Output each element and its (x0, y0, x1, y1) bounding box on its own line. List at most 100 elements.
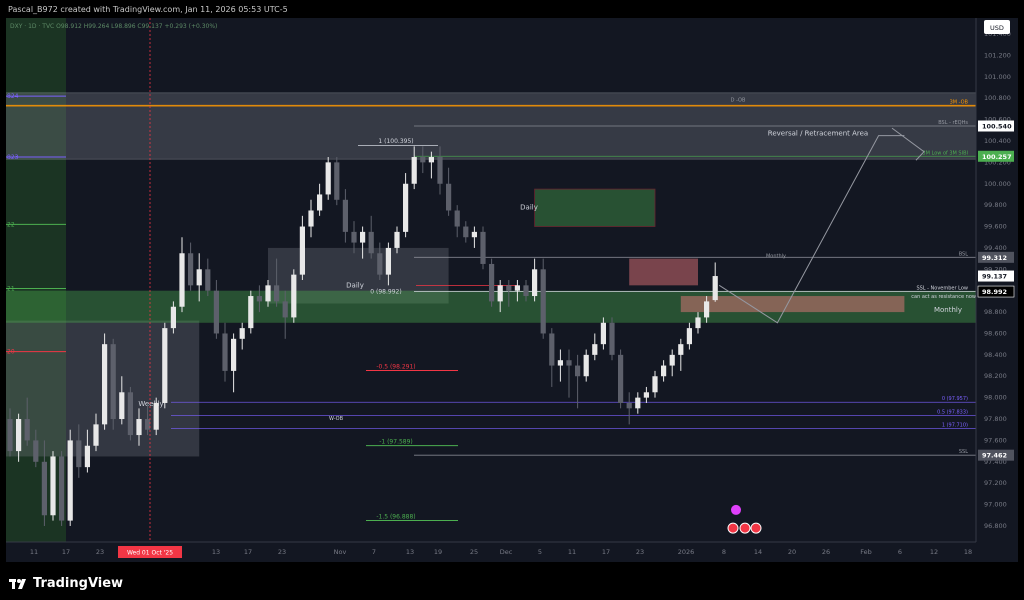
chart-frame[interactable]: 3M -OB BSL - rEQHs 3M Low of 3M SIBI BSL SSL… (0, 18, 1024, 562)
candle-body-56 (489, 263, 495, 302)
currency-button-bg[interactable] (984, 20, 1010, 34)
zone-4 (534, 188, 656, 227)
price-badge-1 (978, 150, 1014, 162)
candle-body-30 (265, 285, 271, 302)
x-tick-label-8: Nov (334, 548, 347, 556)
candle-body-4 (41, 461, 47, 516)
candle-body-74 (643, 392, 649, 398)
candle-body-54 (471, 231, 477, 238)
candle-body-33 (291, 274, 297, 318)
candle-body-14 (127, 392, 133, 436)
x-tick-label-9: 7 (372, 548, 376, 556)
candle-body-81 (704, 301, 710, 318)
y-tick-label-15: 98.400 (984, 351, 1007, 359)
y-tick-label-14: 98.600 (984, 329, 1007, 337)
candle-body-55 (480, 231, 486, 264)
price-badge-3 (978, 270, 1014, 282)
price-badge-label-5: 97.462 (982, 452, 1007, 460)
left-edge-label-0: 824 (7, 93, 19, 100)
y-tick-label-18: 97.800 (984, 415, 1007, 423)
y-tick-label-8: 99.800 (984, 201, 1007, 209)
projection-path (718, 135, 905, 324)
x-tick-label-26: 18 (964, 548, 972, 556)
candle-body-24 (213, 290, 219, 334)
candle-body-71 (618, 354, 624, 403)
x-tick-label-24: 6 (898, 548, 902, 556)
x-tick-label-22: 26 (822, 548, 830, 556)
candle-body-52 (454, 210, 460, 227)
candle-body-22 (196, 269, 202, 286)
x-tick-label-10: 13 (406, 548, 414, 556)
price-badge-4 (977, 285, 1015, 298)
candle-body-11 (102, 344, 108, 425)
candle-body-65 (566, 360, 572, 366)
x-tick-label-25: 12 (930, 548, 938, 556)
price-badge-2 (978, 251, 1014, 263)
candle-body-17 (153, 402, 159, 430)
x-tick-label-19: 8 (722, 548, 726, 556)
x-tick-label-5: 13 (212, 548, 220, 556)
left-edge-label-1: 823 (7, 154, 19, 161)
candle-body-21 (188, 253, 194, 286)
x-tick-label-7: 23 (278, 548, 286, 556)
annotation-9: Monthly (934, 306, 962, 314)
candle-body-5 (50, 456, 56, 516)
candle-body-19 (170, 306, 176, 329)
annotation-4: 0 (98.992) (370, 289, 401, 296)
x-tick-label-20: 14 (754, 548, 762, 556)
y-tick-label-19: 97.600 (984, 436, 1007, 444)
candle-body-10 (93, 424, 99, 446)
level-label-7: 1 (97.710) (942, 423, 968, 429)
y-tick-label-16: 98.200 (984, 372, 1007, 380)
candle-body-78 (678, 344, 684, 355)
candle-body-25 (222, 333, 228, 371)
candle-body-16 (145, 419, 151, 430)
candle-body-6 (59, 456, 65, 521)
y-tick-label-6: 100.200 (984, 158, 1011, 166)
price-badge-0 (978, 120, 1014, 132)
y-tick-label-23: 96.800 (984, 522, 1007, 530)
y-tick-label-5: 100.400 (984, 137, 1011, 145)
price-badge-label-4: 98.992 (982, 288, 1007, 296)
candle-body-18 (162, 328, 168, 403)
x-tick-label-1: 17 (62, 548, 70, 556)
header-bar: Pascal_B972 created with TradingView.com… (0, 0, 1024, 20)
candle-body-41 (360, 231, 366, 243)
event-icon-flag-2 (750, 522, 762, 534)
chart-legend: DXY · 1D · TVC O98.912 H99.264 L98.896 C… (10, 23, 217, 30)
candle-body-37 (325, 162, 331, 195)
candle-body-72 (626, 402, 632, 409)
candle-body-70 (609, 322, 615, 355)
tradingview-logo[interactable]: TradingView (9, 576, 123, 591)
candle-body-75 (652, 376, 658, 393)
candle-body-58 (506, 285, 512, 291)
candle-body-36 (317, 194, 323, 211)
candle-body-0 (7, 419, 13, 452)
candle-body-69 (600, 322, 606, 345)
projection-arrow (891, 127, 925, 161)
y-tick-label-22: 97.000 (984, 501, 1007, 509)
candle-body-63 (549, 333, 555, 366)
candle-body-50 (437, 157, 443, 184)
candle-body-1 (16, 419, 22, 452)
x-tick-label-12: 25 (470, 548, 478, 556)
y-tick-label-20: 97.400 (984, 458, 1007, 466)
candle-body-12 (110, 344, 116, 420)
chart-svg[interactable]: 3M -OB BSL - rEQHs 3M Low of 3M SIBI BSL SSL… (0, 18, 1024, 562)
candle-body-13 (119, 392, 125, 420)
candle-body-64 (557, 360, 563, 366)
candle-body-57 (497, 285, 503, 302)
header-caption: Pascal_B972 created with TradingView.com… (8, 5, 288, 14)
candle-body-23 (205, 269, 211, 291)
level-label-5: 0 (97.957) (942, 396, 968, 402)
y-tick-label-0: 101.400 (984, 30, 1011, 38)
y-tick-label-9: 99.600 (984, 223, 1007, 231)
candle-body-29 (256, 296, 262, 302)
y-tick-label-2: 101.000 (984, 73, 1011, 81)
level-label-8: SSL (959, 449, 968, 455)
candle-body-2 (24, 419, 30, 441)
candle-body-76 (661, 365, 667, 377)
candle-body-43 (377, 253, 383, 275)
tradingview-logo-text: TradingView (33, 576, 124, 591)
left-edge-label-4: 20 (7, 349, 15, 356)
